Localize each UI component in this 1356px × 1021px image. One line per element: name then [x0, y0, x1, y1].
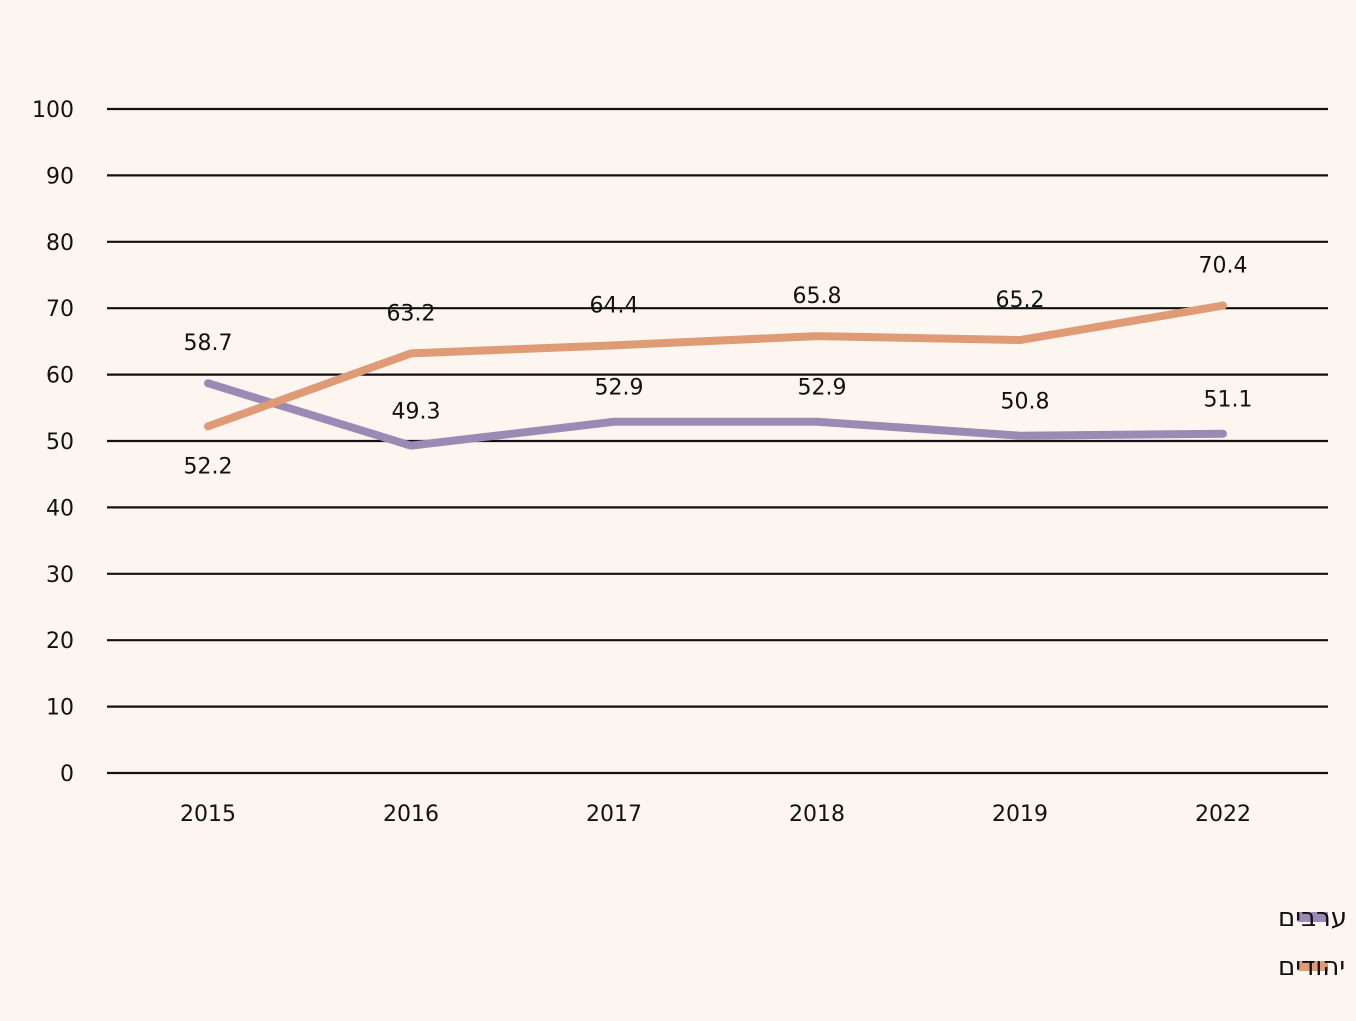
data-label: 52.2 — [184, 454, 233, 479]
data-label: 64.4 — [590, 293, 639, 318]
data-label: 70.4 — [1199, 254, 1248, 279]
legend: ערבים יהודים — [1278, 903, 1347, 982]
x-tick-label: 2016 — [383, 802, 439, 827]
data-label: 65.2 — [996, 288, 1045, 313]
legend-swatch — [1298, 912, 1328, 922]
data-label: 63.2 — [387, 301, 436, 326]
y-tick-label: 20 — [46, 629, 74, 654]
y-tick-label: 100 — [32, 98, 74, 123]
x-axis-ticks: 2015 2016 2017 2018 2019 2022 — [180, 802, 1251, 827]
data-label: 50.8 — [1001, 390, 1050, 415]
y-tick-label: 30 — [46, 563, 74, 588]
data-label: 52.9 — [798, 376, 847, 401]
series-line-0 — [204, 379, 1227, 450]
y-tick-label: 60 — [46, 364, 74, 389]
y-tick-label: 10 — [46, 696, 74, 721]
series-lines — [204, 301, 1227, 450]
data-label: 52.9 — [595, 376, 644, 401]
x-tick-label: 2017 — [586, 802, 642, 827]
x-tick-label: 2019 — [992, 802, 1048, 827]
legend-label: ערבים — [1278, 903, 1347, 933]
data-labels: 58.7 49.3 52.9 52.9 50.8 51.1 52.2 63.2 64.4 65.8… — [184, 254, 1253, 480]
data-label: 51.1 — [1204, 388, 1253, 413]
y-tick-label: 70 — [46, 297, 74, 322]
legend-label: יהודים — [1278, 952, 1345, 982]
data-label: 65.8 — [793, 284, 842, 309]
y-axis-ticks: 0 10 20 30 40 50 60 70 80 90 100 — [32, 98, 74, 787]
x-tick-label: 2015 — [180, 802, 236, 827]
y-tick-label: 0 — [60, 762, 74, 787]
y-tick-label: 90 — [46, 164, 74, 189]
data-label: 49.3 — [392, 400, 441, 425]
y-tick-label: 40 — [46, 496, 74, 521]
x-tick-label: 2022 — [1195, 802, 1251, 827]
gridlines — [107, 107, 1328, 775]
legend-swatch — [1298, 961, 1328, 971]
y-tick-label: 80 — [46, 231, 74, 256]
data-label: 58.7 — [184, 331, 233, 356]
x-tick-label: 2018 — [789, 802, 845, 827]
y-tick-label: 50 — [46, 430, 74, 455]
series-line-1 — [204, 301, 1227, 431]
